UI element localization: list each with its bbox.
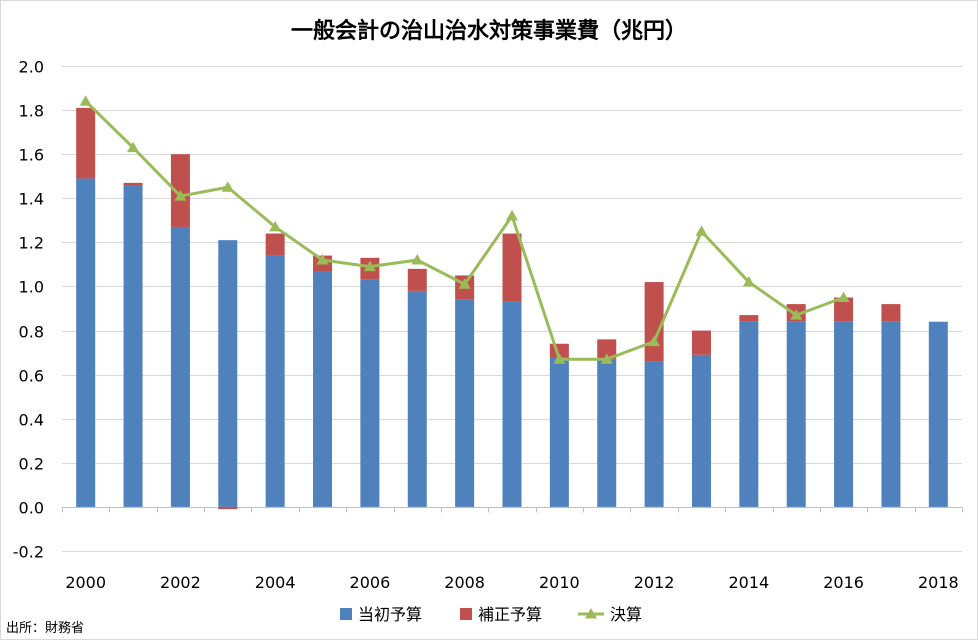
bar-initial-budget	[218, 240, 238, 507]
bar-initial-budget	[644, 361, 664, 507]
legend: 当初予算 補正予算 決算	[340, 605, 642, 624]
settlement-marker	[127, 141, 140, 153]
legend-swatch-supplementary-budget	[460, 608, 472, 620]
bar-initial-budget	[786, 321, 806, 507]
bar-supplementary-budget	[265, 233, 285, 256]
y-tick-label: 0.4	[19, 411, 44, 430]
y-tick-label: 1.6	[19, 146, 44, 165]
x-tick-label: 2008	[444, 573, 485, 592]
y-tick-label: 0.8	[19, 323, 44, 342]
y-tick-label: -0.2	[13, 543, 44, 562]
bar-initial-budget	[455, 299, 475, 507]
bar-initial-budget	[313, 271, 333, 507]
legend-label-initial-budget: 当初予算	[358, 605, 422, 624]
y-tick-label: 0.2	[19, 455, 44, 474]
settlement-marker	[695, 225, 708, 236]
bar-initial-budget	[881, 321, 901, 507]
settlement-marker	[363, 260, 376, 272]
bar-supplementary-budget	[597, 339, 617, 360]
chart-title: 一般会計の治山治水対策事業費（兆円）	[291, 18, 687, 44]
bar-series	[76, 107, 948, 510]
y-tick-label: 1.0	[19, 278, 44, 297]
bar-initial-budget	[265, 255, 285, 507]
legend-label-supplementary-budget: 補正予算	[478, 605, 542, 624]
x-tick-label: 2006	[350, 573, 391, 592]
bar-supplementary-budget	[881, 304, 901, 322]
bar-supplementary-budget	[691, 330, 711, 355]
x-tick-label: 2016	[823, 573, 864, 592]
y-tick-label: 2.0	[19, 58, 44, 77]
settlement-marker	[742, 276, 755, 287]
bar-supplementary-budget	[739, 315, 759, 322]
x-tick-label: 2014	[728, 573, 769, 592]
settlement-marker	[837, 291, 850, 302]
x-axis: 2000 2002 2004 2006 2008 2010 2012 2014 2016 2018	[62, 507, 963, 592]
settlement-marker	[174, 190, 187, 201]
bar-supplementary-budget	[834, 297, 854, 322]
line-series	[79, 95, 850, 364]
bar-initial-budget	[360, 279, 380, 507]
y-tick-label: 1.8	[19, 102, 44, 121]
settlement-marker	[458, 278, 471, 289]
source-note: 出所：財務省	[6, 621, 84, 636]
legend-swatch-initial-budget	[340, 608, 352, 620]
bar-initial-budget	[739, 321, 759, 507]
y-tick-label: 1.2	[19, 234, 44, 253]
settlement-marker	[79, 95, 92, 106]
x-tick-label: 2012	[634, 573, 675, 592]
x-tick-label: 2018	[918, 573, 959, 592]
bar-supplementary-budget	[123, 182, 143, 186]
bar-initial-budget	[597, 359, 617, 507]
settlement-marker	[790, 309, 803, 320]
y-axis: 2.0 1.8 1.6 1.4 1.2 1.0 0.8 0.6 0.4 0.2 0.0 -0.2	[13, 58, 44, 562]
settlement-marker	[600, 353, 613, 364]
x-tick-label: 2002	[160, 573, 201, 592]
bar-supplementary-budget	[407, 268, 427, 291]
bar-initial-budget	[123, 185, 143, 507]
bar-supplementary-budget	[644, 282, 664, 362]
settlement-marker	[648, 335, 661, 347]
x-tick-label: 2004	[255, 573, 296, 592]
bar-initial-budget	[170, 226, 190, 507]
y-tick-label: 0.6	[19, 367, 44, 386]
bar-initial-budget	[834, 321, 854, 507]
bar-initial-budget	[407, 290, 427, 507]
legend-label-settlement: 決算	[610, 605, 642, 624]
y-tick-label: 1.4	[19, 190, 44, 209]
settlement-marker	[316, 254, 329, 265]
x-tick-label: 2000	[65, 573, 106, 592]
legend-swatch-settlement-marker	[585, 608, 597, 619]
bar-supplementary-budget	[502, 233, 522, 302]
settlement-marker	[269, 220, 282, 232]
settlement-marker	[553, 353, 566, 364]
settlement-marker	[411, 254, 424, 265]
bar-initial-budget	[928, 321, 948, 507]
bar-initial-budget	[549, 357, 569, 507]
bar-initial-budget	[502, 301, 522, 507]
bar-supplementary-budget	[76, 107, 96, 179]
settlement-marker	[506, 209, 518, 221]
bar-initial-budget	[76, 178, 96, 507]
x-tick-label: 2010	[539, 573, 580, 592]
settlement-marker	[221, 181, 234, 192]
bar-initial-budget	[691, 354, 711, 507]
y-tick-label: 0.0	[19, 499, 44, 518]
bar-supplementary-budget	[218, 506, 238, 510]
